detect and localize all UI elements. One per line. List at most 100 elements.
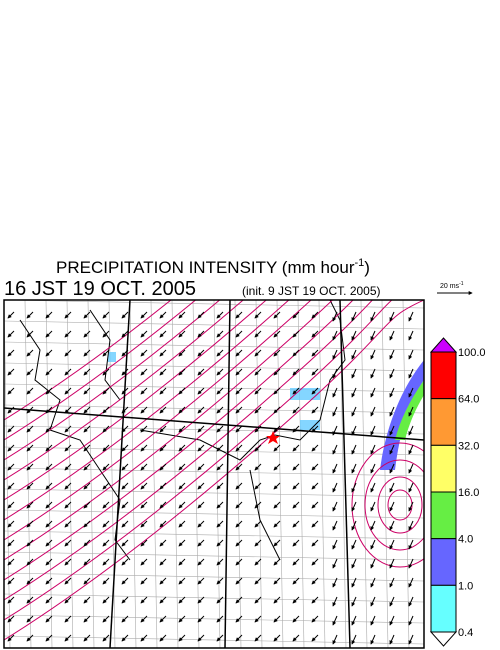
- wind-arrow: [83, 444, 91, 452]
- wind-arrow: [311, 311, 319, 319]
- wind-arrow: [216, 520, 224, 528]
- wind-arrow: [64, 577, 72, 585]
- wind-arrow: [159, 349, 167, 357]
- wind-arrow: [178, 330, 186, 338]
- wind-arrow: [45, 311, 53, 319]
- wind-arrow: [178, 368, 186, 376]
- wind-arrow: [140, 539, 148, 547]
- wind-arrow: [292, 558, 300, 566]
- wind-arrow: [26, 311, 34, 319]
- contour: [4, 300, 172, 421]
- grid-line: [276, 300, 284, 648]
- wind-arrow: [121, 330, 129, 338]
- wind-arrow: [7, 311, 15, 319]
- wind-arrow: [45, 539, 53, 547]
- location-star: [266, 431, 280, 444]
- wind-arrow: [83, 501, 91, 509]
- wind-arrow: [370, 425, 376, 436]
- wind-arrow: [7, 387, 15, 395]
- wind-arrow: [45, 558, 53, 566]
- wind-arrow: [159, 558, 167, 566]
- wind-arrow: [389, 482, 395, 493]
- wind-arrow: [26, 539, 34, 547]
- wind-arrow: [254, 368, 262, 376]
- wind-arrow: [370, 520, 376, 531]
- wind-arrow: [178, 596, 186, 604]
- wind-arrow: [178, 425, 186, 433]
- wind-arrow: [140, 387, 148, 395]
- wind-arrow: [83, 482, 91, 490]
- wind-arrow: [64, 482, 72, 490]
- valid-time: 16 JST 19 OCT. 2005: [4, 278, 196, 300]
- wind-arrow: [292, 425, 300, 433]
- wind-arrow: [311, 368, 319, 376]
- wind-arrow: [102, 330, 110, 338]
- wind-arrow: [292, 311, 300, 319]
- wind-arrow: [273, 501, 281, 509]
- wind-arrow: [332, 387, 338, 398]
- wind-arrow: [159, 539, 167, 547]
- wind-arrow: [273, 482, 281, 490]
- wind-arrow: [64, 634, 72, 642]
- grid-line: [192, 300, 200, 648]
- wind-arrow: [26, 596, 34, 604]
- reference-text: 20 ms: [440, 283, 460, 290]
- wind-arrow: [197, 406, 205, 414]
- wind-arrow: [26, 577, 34, 585]
- wind-arrow: [351, 482, 357, 493]
- wind-arrow: [7, 577, 15, 585]
- grid-line: [4, 509, 424, 519]
- wind-arrow: [273, 444, 281, 452]
- wind-arrow: [197, 425, 205, 433]
- wind-arrow: [45, 615, 53, 623]
- wind-arrow: [408, 463, 414, 474]
- wind-arrow: [26, 444, 34, 452]
- wind-arrow: [311, 349, 319, 357]
- wind-arrow: [370, 387, 376, 398]
- wind-arrow: [254, 444, 262, 452]
- map-area: [4, 300, 424, 648]
- wind-arrow: [7, 482, 15, 490]
- wind-arrow: [45, 501, 53, 509]
- wind-arrow: [45, 520, 53, 528]
- wind-arrow: [351, 330, 357, 341]
- wind-arrow: [178, 634, 186, 642]
- wind-arrow: [389, 539, 395, 550]
- grid-line: [4, 635, 424, 645]
- wind-arrow: [7, 444, 15, 452]
- wind-arrow: [45, 482, 53, 490]
- wind-arrow: [273, 349, 281, 357]
- grid-line: [4, 300, 11, 648]
- wind-arrow: [389, 463, 395, 474]
- colorbar-label: 64.0: [458, 394, 479, 406]
- wind-arrow: [159, 444, 167, 452]
- grid-line: [129, 300, 137, 648]
- wind-arrow: [370, 501, 376, 512]
- wind-arrow: [311, 330, 319, 338]
- wind-arrow: [197, 330, 205, 338]
- wind-arrow: [311, 596, 319, 604]
- wind-arrow: [102, 311, 110, 319]
- wind-arrow: [7, 330, 15, 338]
- contour: [4, 300, 290, 521]
- wind-arrow: [197, 368, 205, 376]
- wind-arrow: [26, 558, 34, 566]
- wind-arrow: [140, 596, 148, 604]
- wind-arrow: [351, 596, 357, 607]
- wind-arrow: [332, 311, 338, 322]
- wind-arrow: [121, 615, 129, 623]
- wind-arrow: [159, 425, 167, 433]
- wind-arrow: [389, 406, 395, 417]
- wind-arrow: [292, 444, 300, 452]
- wind-vectors: [7, 311, 414, 645]
- wind-arrow: [311, 634, 319, 642]
- wind-arrow: [332, 577, 338, 588]
- wind-arrow: [292, 482, 300, 490]
- wind-arrow: [332, 634, 338, 645]
- wind-arrow: [26, 387, 34, 395]
- wind-arrow: [292, 387, 300, 395]
- wind-arrow: [140, 444, 148, 452]
- wind-arrow: [235, 330, 243, 338]
- wind-arrow: [235, 634, 243, 642]
- wind-arrow: [178, 539, 186, 547]
